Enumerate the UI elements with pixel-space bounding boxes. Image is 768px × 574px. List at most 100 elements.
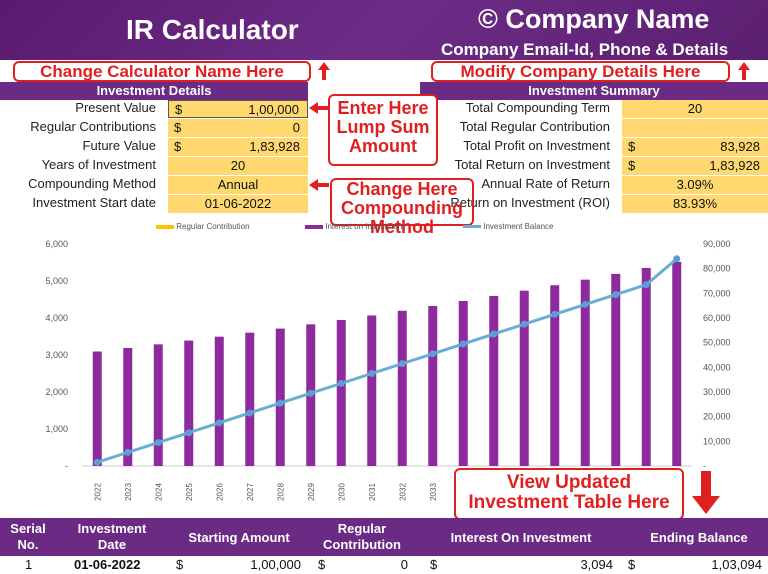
interest-bar	[672, 261, 682, 466]
interest-bar	[550, 285, 560, 466]
x-tick-label: 2023	[124, 483, 133, 501]
x-tick-label: 2033	[429, 483, 438, 501]
right-axis-tick-label: 90,000	[703, 239, 731, 249]
col-date: Investment Date	[77, 521, 147, 552]
compounding-method-select[interactable]: Annual	[168, 176, 308, 194]
header-banner: IR Calculator © Company Name Company Ema…	[0, 0, 768, 60]
cell-serial: 1	[25, 557, 33, 572]
legend-label: Regular Contribution	[176, 222, 250, 231]
summary-rate-value: 3.09%	[622, 176, 768, 194]
summary-regular-label: Total Regular Contribution	[459, 119, 610, 134]
regular-contributions-input[interactable]: $ 0	[168, 119, 308, 137]
balance-point	[490, 330, 498, 338]
start-date-input[interactable]: 01-06-2022	[168, 195, 308, 213]
currency-symbol: $	[175, 102, 183, 117]
x-tick-label: 2022	[93, 483, 102, 501]
left-axis-tick-label: 3,000	[45, 350, 68, 360]
col-starting: Starting Amount	[188, 530, 290, 545]
x-tick-label: 2026	[215, 483, 224, 501]
right-axis-tick-label: 80,000	[703, 264, 731, 274]
interest-bar	[153, 344, 163, 466]
table-row: 1 01-06-2022 $ 1,00,000 $ 0 $ 3,094 $ 1,…	[0, 556, 768, 574]
years-label: Years of Investment	[41, 157, 156, 172]
interest-bar	[428, 305, 438, 466]
legend-interest: Interest on Investment	[305, 222, 404, 231]
balance-point	[551, 310, 559, 318]
hint-change-name-text: Change Calculator Name Here	[40, 62, 284, 81]
balance-point	[276, 399, 284, 407]
cell-end-amt: 1,03,094	[711, 557, 762, 572]
cell-reg-cur: $	[318, 557, 326, 572]
balance-point	[581, 300, 589, 308]
x-tick-label: 2030	[337, 483, 346, 501]
hint-enter-lump-sum: Enter Here Lump Sum Amount	[328, 94, 438, 166]
arrow-up-icon	[738, 62, 750, 80]
x-tick-label: 2028	[276, 483, 285, 501]
interest-bar	[245, 332, 255, 466]
hint-change-name: Change Calculator Name Here	[13, 61, 311, 82]
x-tick-label: 2032	[398, 483, 407, 501]
interest-bar	[123, 347, 133, 466]
balance-point	[185, 429, 193, 437]
right-axis-tick-label: 60,000	[703, 313, 731, 323]
hint-view-line1: View Updated	[506, 472, 632, 493]
legend-balance: Investment Balance	[463, 222, 554, 231]
balance-point	[246, 409, 254, 417]
col-regular: Regular Contribution	[323, 521, 401, 552]
future-value: 1,83,928	[249, 139, 300, 154]
app-title[interactable]: IR Calculator	[126, 14, 299, 45]
summary-profit-value: $ 83,928	[622, 138, 768, 156]
interest-bar	[214, 336, 224, 466]
start-date-label: Investment Start date	[32, 195, 156, 210]
left-axis-tick-label: 2,000	[45, 387, 68, 397]
hint-modify-company-text: Modify Company Details Here	[460, 62, 701, 81]
present-value-input[interactable]: $ 1,00,000	[168, 100, 308, 118]
years-input[interactable]: 20	[168, 157, 308, 175]
summary-term-value: 20	[622, 100, 768, 118]
summary-profit-amount: 83,928	[720, 139, 760, 154]
regular-contributions-label: Regular Contributions	[30, 119, 156, 134]
x-tick-label: 2029	[307, 483, 316, 501]
cell-start-amt: 1,00,000	[250, 557, 301, 572]
company-details[interactable]: Company Email-Id, Phone & Details	[441, 40, 729, 59]
currency-symbol: $	[628, 139, 636, 154]
interest-bar	[275, 328, 285, 466]
future-value-input[interactable]: $ 1,83,928	[168, 138, 308, 156]
regular-contributions-value: 0	[292, 120, 300, 135]
col-serial: Serial No.	[10, 521, 46, 552]
left-axis-tick-label: 6,000	[45, 239, 68, 249]
legend-label: Interest on Investment	[325, 222, 405, 231]
balance-line	[96, 257, 678, 464]
summary-roi-label: Return on Investment (ROI)	[450, 195, 610, 210]
legend-regular-contribution: Regular Contribution	[156, 222, 250, 231]
arrow-left-icon	[309, 179, 329, 191]
cell-start-cur: $	[176, 557, 184, 572]
interest-bar	[519, 290, 529, 466]
left-axis-tick-label: 4,000	[45, 313, 68, 323]
summary-regular-value	[622, 119, 768, 137]
balance-point	[398, 360, 406, 368]
hint-comp-line3: Method	[370, 216, 434, 237]
hint-change-compounding: Change Here Compounding Method	[330, 178, 474, 242]
interest-bar	[367, 315, 377, 466]
interest-bar	[611, 273, 621, 466]
investment-details-heading: Investment Details	[0, 82, 308, 100]
hint-compounding-frame	[330, 178, 474, 226]
col-ending: Ending Balance	[650, 530, 748, 545]
summary-profit-label: Total Profit on Investment	[463, 138, 610, 153]
interest-bar	[184, 340, 194, 466]
summary-rate-label: Annual Rate of Return	[481, 176, 610, 191]
hint-modify-company: Modify Company Details Here	[431, 61, 730, 82]
right-axis-tick-label: 70,000	[703, 288, 731, 298]
right-axis-tick-label: 40,000	[703, 362, 731, 372]
legend-swatch	[305, 224, 323, 229]
cell-date: 01-06-2022	[74, 557, 141, 572]
right-axis-tick-label: 10,000	[703, 436, 731, 446]
arrow-up-icon	[318, 62, 330, 80]
present-value: 1,00,000	[248, 102, 299, 117]
x-tick-label: 2024	[154, 483, 163, 501]
cell-int-amt: 3,094	[580, 557, 613, 572]
balance-point	[459, 340, 467, 348]
company-name[interactable]: © Company Name	[478, 4, 710, 34]
cell-reg-amt: 0	[400, 557, 408, 572]
